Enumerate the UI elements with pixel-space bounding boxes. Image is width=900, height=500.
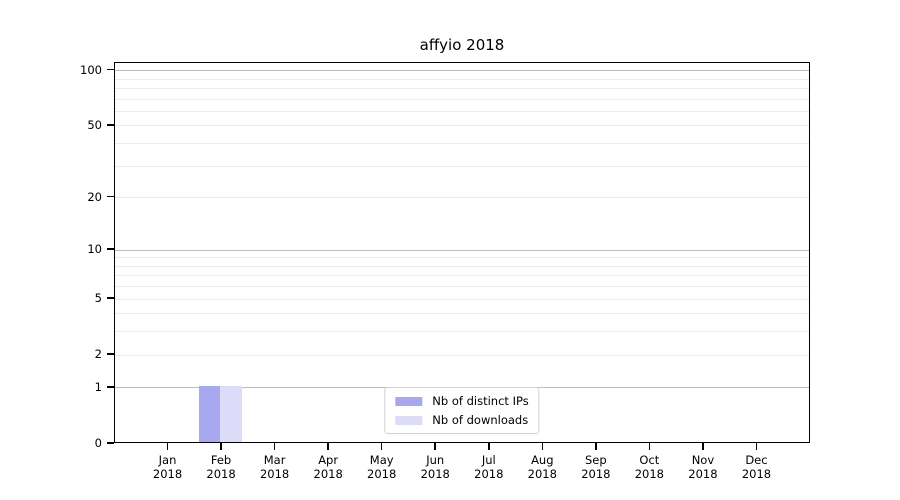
y-tick-label-2: 2 [94, 347, 102, 362]
gridline-minor-3 [115, 331, 809, 333]
gridline-minor-50 [115, 125, 809, 127]
gridline-minor-20 [115, 197, 809, 199]
y-tick-5 [107, 297, 114, 299]
x-tick-label-jul: Jul 2018 [474, 453, 504, 481]
y-tick-label-20: 20 [87, 189, 102, 204]
gridline-minor-4 [115, 313, 809, 315]
y-tick-label-1: 1 [94, 379, 102, 394]
x-tick-label-mar: Mar 2018 [259, 453, 290, 481]
gridline-minor-70 [115, 98, 809, 100]
x-tick-aug [541, 443, 544, 450]
x-tick-sep [595, 443, 597, 450]
gridline-minor-90 [115, 78, 809, 80]
y-tick-1 [107, 386, 114, 388]
gridline-minor-2 [115, 354, 809, 356]
x-tick-label-aug: Aug 2018 [527, 453, 557, 481]
x-tick-label-jun: Jun 2018 [420, 453, 450, 481]
y-tick-20 [107, 195, 114, 198]
y-tick-2 [107, 353, 114, 355]
x-tick-label-dec: Dec 2018 [741, 453, 772, 481]
y-tick-label-0: 0 [94, 436, 102, 450]
x-tick-dec [755, 443, 758, 450]
x-tick-mar [273, 443, 276, 450]
y-tick-50 [107, 124, 114, 126]
legend-label-distinct-ips: Nb of distinct IPs [432, 394, 529, 408]
bar-nb-of-distinct-ips-feb [199, 385, 221, 442]
gridline-major-100 [115, 70, 809, 72]
x-tick-oct [648, 443, 651, 450]
bar-nb-of-downloads-feb [220, 385, 242, 442]
y-tick-10 [107, 248, 114, 250]
y-tick-label-50: 50 [87, 117, 102, 132]
gridline-minor-60 [115, 110, 809, 112]
gridline-minor-6 [115, 286, 809, 288]
x-tick-feb [220, 443, 222, 450]
gridline-minor-30 [115, 165, 809, 167]
x-tick-label-oct: Oct 2018 [634, 453, 665, 481]
legend-swatch-downloads [395, 415, 423, 425]
y-tick-label-100: 100 [80, 62, 102, 77]
x-tick-jan [166, 443, 169, 450]
gridline-minor-5 [115, 298, 809, 300]
x-tick-jul [487, 443, 490, 450]
plot-area: Nb of distinct IPs Nb of downloads [114, 62, 810, 443]
x-tick-jun [434, 443, 437, 450]
x-tick-apr [327, 443, 329, 450]
x-tick-label-may: May 2018 [367, 453, 397, 481]
x-tick-label-feb: Feb 2018 [206, 453, 236, 481]
y-tick-label-10: 10 [87, 242, 102, 256]
legend: Nb of distinct IPs Nb of downloads [384, 387, 540, 434]
y-tick-label-5: 5 [94, 291, 102, 306]
legend-label-downloads: Nb of downloads [432, 413, 529, 427]
x-tick-label-sep: Sep 2018 [581, 453, 611, 481]
x-tick-label-apr: Apr 2018 [313, 453, 343, 481]
x-tick-nov [702, 443, 704, 450]
gridline-minor-9 [115, 257, 809, 259]
x-tick-label-nov: Nov 2018 [688, 453, 718, 481]
x-tick-label-jan: Jan 2018 [152, 453, 183, 481]
gridline-minor-7 [115, 275, 809, 277]
legend-swatch-distinct-ips [395, 396, 423, 406]
chart-title: affyio 2018 [419, 36, 505, 54]
gridline-minor-40 [115, 143, 809, 145]
gridline-minor-8 [115, 265, 809, 267]
x-tick-may [380, 443, 383, 450]
gridline-major-10 [115, 249, 809, 251]
gridline-minor-80 [115, 87, 809, 89]
legend-item-distinct-ips: Nb of distinct IPs [395, 394, 529, 408]
y-tick-0 [107, 442, 114, 444]
legend-item-downloads: Nb of downloads [395, 413, 528, 427]
y-tick-100 [107, 68, 114, 71]
